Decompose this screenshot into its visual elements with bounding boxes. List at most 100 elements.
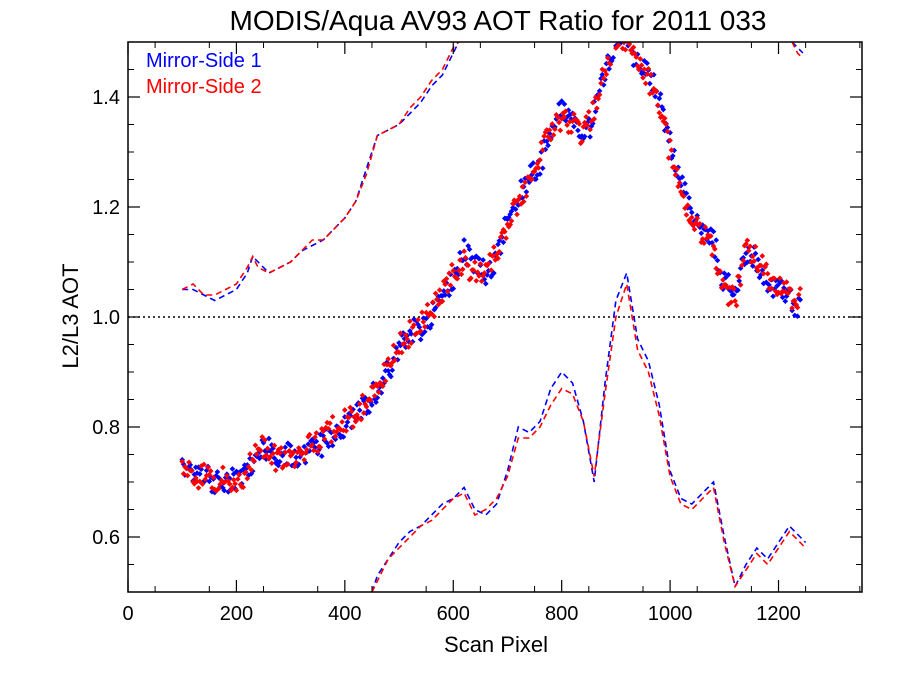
mirror-side-2-point xyxy=(564,122,570,128)
mirror-side-2-point xyxy=(421,323,428,330)
mirror-side-2-point xyxy=(312,434,318,441)
mirror-side-1-upper_right-bound xyxy=(791,42,804,54)
x-tick-label: 1000 xyxy=(648,603,693,625)
mirror-side-1-point xyxy=(461,237,467,243)
mirror-side-2-point xyxy=(637,56,644,62)
mirror-side-1-point xyxy=(276,458,283,465)
mirror-side-2-point xyxy=(450,267,457,274)
mirror-side-2-point xyxy=(247,451,253,457)
mirror-side-2-point xyxy=(371,393,378,399)
mirror-side-2-point xyxy=(240,484,247,491)
x-tick-label: 600 xyxy=(437,603,470,625)
mirror-side-2-point xyxy=(309,441,316,448)
mirror-side-2-point xyxy=(293,459,299,466)
mirror-side-2-point xyxy=(432,290,439,297)
mirror-side-2-point xyxy=(226,481,233,487)
plot-area xyxy=(128,36,862,592)
mirror-side-1-point xyxy=(301,443,308,450)
mirror-side-2-point xyxy=(600,75,607,82)
mirror-side-1-point xyxy=(432,304,439,311)
mirror-side-2-point xyxy=(462,254,469,261)
mirror-side-2-point xyxy=(795,291,802,298)
mirror-side-2-point xyxy=(691,226,698,233)
mirror-side-1-point xyxy=(442,292,448,298)
mirror-side-2-point xyxy=(707,233,714,239)
mirror-side-2-point xyxy=(268,460,275,467)
mirror-side-1-point xyxy=(523,189,530,195)
mirror-side-2-point xyxy=(485,260,492,267)
mirror-side-2-point xyxy=(195,485,202,491)
mirror-side-2-point xyxy=(470,267,477,274)
mirror-side-1-point xyxy=(196,471,203,477)
mirror-side-2-point xyxy=(667,137,673,144)
mirror-side-2-point xyxy=(549,121,556,127)
mirror-side-2-point xyxy=(794,304,801,311)
mirror-side-2-point xyxy=(783,279,790,285)
mirror-side-1-point xyxy=(450,285,457,292)
mirror-side-2-point xyxy=(320,428,327,435)
mirror-side-1-point xyxy=(318,453,325,460)
mirror-side-2-point xyxy=(624,36,630,42)
mirror-side-1-point xyxy=(366,409,373,416)
mirror-side-1-point xyxy=(369,402,375,408)
mirror-side-2-point xyxy=(458,271,465,278)
mirror-side-1-point xyxy=(656,95,663,102)
mirror-side-2-point xyxy=(554,114,561,121)
mirror-side-2-point xyxy=(636,66,642,73)
mirror-side-2-point xyxy=(745,247,752,254)
mirror-side-2-point xyxy=(424,301,431,308)
mirror-side-2-point xyxy=(550,132,557,138)
mirror-side-2-point xyxy=(668,147,675,153)
mirror-side-2-point xyxy=(325,425,332,432)
mirror-side-2-point xyxy=(598,80,604,87)
mirror-side-1-point xyxy=(198,466,205,473)
mirror-side-2-point xyxy=(332,433,339,440)
mirror-side-2-point xyxy=(585,108,592,115)
mirror-side-2-point xyxy=(516,193,523,200)
mirror-side-2-point xyxy=(457,257,463,263)
mirror-side-2-point xyxy=(684,202,691,209)
mirror-side-2-point xyxy=(186,459,192,466)
mirror-side-2-point xyxy=(562,108,569,115)
x-tick-label: 0 xyxy=(122,603,133,625)
mirror-side-2-point xyxy=(737,282,744,288)
mirror-side-2-point xyxy=(329,413,336,420)
mirror-side-1-point xyxy=(423,315,430,322)
mirror-side-2-point xyxy=(321,436,328,442)
mirror-side-2-point xyxy=(264,445,271,452)
mirror-side-2-point xyxy=(501,228,508,235)
mirror-side-1-point xyxy=(682,180,688,187)
x-axis-label: Scan Pixel xyxy=(444,632,548,657)
mirror-side-2-point xyxy=(622,46,629,53)
mirror-side-1-point xyxy=(282,444,289,451)
y-tick-label: 1.0 xyxy=(92,307,120,329)
mirror-side-2-point xyxy=(442,281,448,288)
mirror-side-2-point xyxy=(720,277,726,283)
mirror-side-2-point xyxy=(411,321,417,328)
mirror-side-2-point xyxy=(561,114,568,120)
mirror-side-2-point xyxy=(310,447,317,454)
mirror-side-1-point xyxy=(214,469,221,475)
mirror-side-2-point xyxy=(648,71,654,78)
mirror-side-2-point xyxy=(262,437,268,443)
mirror-side-1-point xyxy=(206,478,213,485)
mirror-side-2-point xyxy=(683,212,690,218)
mirror-side-2-lower-bound xyxy=(371,283,807,592)
mirror-side-2-point xyxy=(656,109,663,116)
mirror-side-2-point xyxy=(583,113,589,120)
mirror-side-2-point xyxy=(252,442,259,449)
mirror-side-1-point xyxy=(714,257,721,264)
mirror-side-1-point xyxy=(482,280,489,287)
mirror-side-2-point xyxy=(481,270,488,276)
mirror-side-2-point xyxy=(497,234,504,240)
x-tick-label: 1200 xyxy=(756,603,801,625)
mirror-side-2-point xyxy=(733,302,740,309)
mirror-side-2-point xyxy=(688,214,695,221)
mirror-side-1-point xyxy=(389,367,396,374)
mirror-side-2-point xyxy=(759,253,766,259)
mirror-side-2-point xyxy=(253,451,260,458)
mirror-side-2-point xyxy=(760,270,767,277)
mirror-side-1-point xyxy=(512,206,519,213)
mirror-side-2-point xyxy=(740,257,747,264)
